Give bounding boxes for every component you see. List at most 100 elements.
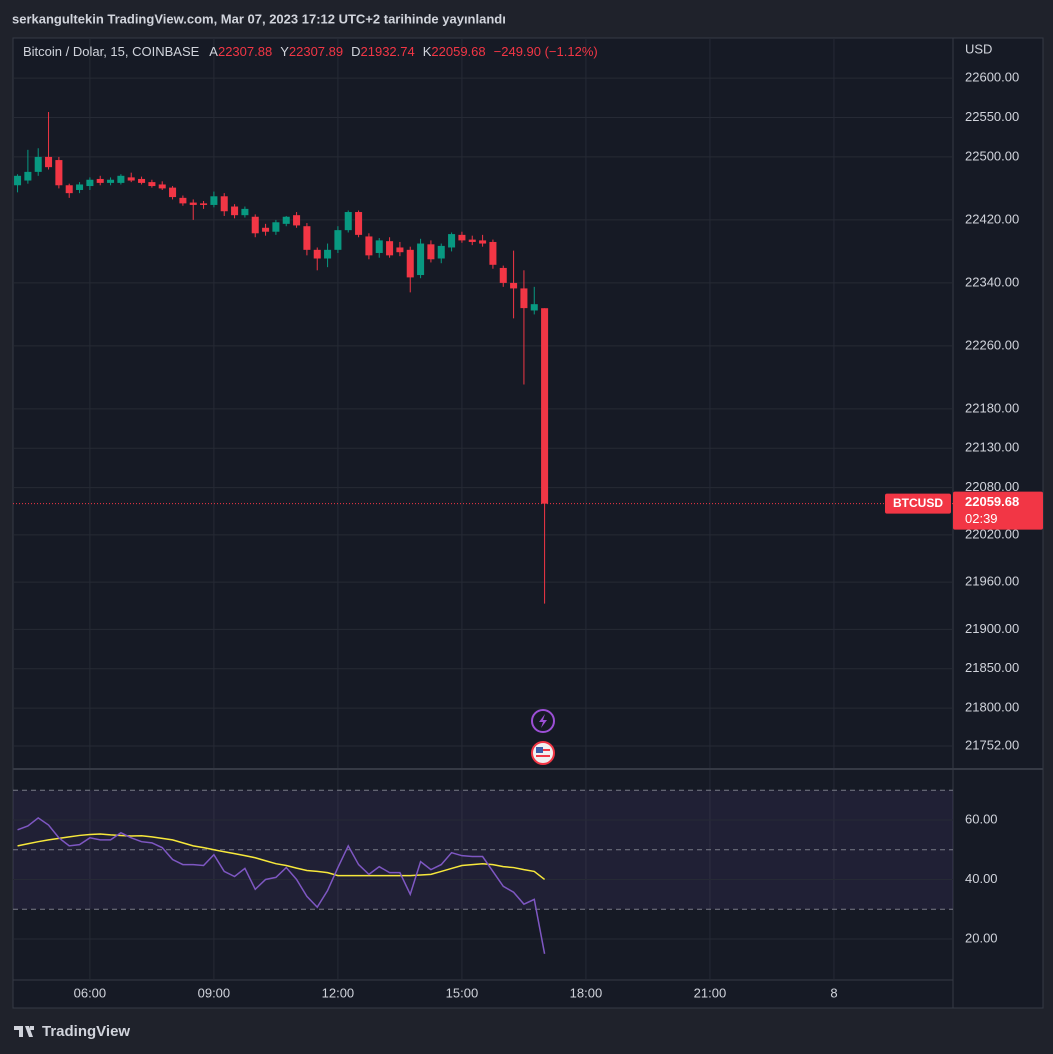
candle-body (148, 182, 156, 187)
candle-body (386, 241, 394, 256)
candle-body (324, 249, 332, 259)
y-tick-label: 21900.00 (965, 621, 1019, 636)
candle-body (251, 216, 259, 234)
legend: Bitcoin / Dolar, 15, COINBASE A22307.88 Y2… (23, 44, 598, 59)
ohlc-value: 22307.88 (218, 44, 272, 59)
candle-body (530, 304, 538, 311)
x-tick-label: 12:00 (322, 985, 355, 1000)
ohlc-label: Y (280, 44, 289, 59)
candle-body (45, 156, 53, 168)
plot-layer: 06:00 09:00 12:00 15:00 18:00 21:00 8 22600.00 2… (13, 38, 1043, 1000)
x-tick-label: 18:00 (570, 985, 603, 1000)
logo-icon (14, 1026, 34, 1037)
candle-body (417, 243, 425, 276)
symbol-label: BTCUSD (893, 496, 943, 510)
candle-body (437, 245, 445, 259)
y-tick-label: 22180.00 (965, 400, 1019, 415)
flag-canton (536, 747, 543, 753)
y-tick-label: 22130.00 (965, 440, 1019, 455)
candle-body (520, 288, 528, 309)
ohlc-label: D (351, 44, 360, 59)
ohlc-value: 22307.89 (289, 44, 343, 59)
y-tick-label: 22550.00 (965, 109, 1019, 124)
candle-body (14, 175, 22, 186)
ohlc-label: K (423, 44, 432, 59)
ohlc-value: 21932.74 (361, 44, 415, 59)
event-icons (531, 709, 555, 765)
lightning (539, 714, 547, 728)
candle-body (200, 203, 208, 205)
y-tick-label: 22260.00 (965, 337, 1019, 352)
candle-body (479, 240, 487, 244)
candle-body (293, 215, 301, 226)
countdown: 02:39 (965, 511, 998, 526)
x-tick-label: 09:00 (198, 985, 231, 1000)
x-tick-label: 21:00 (694, 985, 727, 1000)
y-tick-label: 22500.00 (965, 148, 1019, 163)
candle-body (355, 212, 363, 235)
candle-body (241, 208, 249, 216)
candle-body (210, 196, 218, 205)
y-tick-label: 21960.00 (965, 574, 1019, 589)
price-tag (953, 491, 1043, 530)
candle-body (86, 179, 94, 187)
x-tick-label: 8 (830, 985, 837, 1000)
candle-body (375, 240, 383, 253)
candle-body (448, 234, 456, 248)
y-tick-label: 22600.00 (965, 70, 1019, 85)
candle-body (220, 196, 228, 212)
y-tick-label: 22020.00 (965, 526, 1019, 541)
candle-body (303, 226, 311, 250)
symbol-tag (885, 493, 951, 514)
candle-body (365, 236, 373, 256)
legend-title: Bitcoin / Dolar, 15, COINBASE (23, 44, 200, 59)
candle-body (169, 187, 177, 198)
candle-body (510, 282, 518, 289)
candle-body (262, 227, 270, 232)
candle-body (189, 202, 197, 205)
candle-body (458, 234, 466, 241)
candle-body (34, 156, 42, 172)
candle-body (313, 249, 321, 259)
y-tick-label: 21752.00 (965, 737, 1019, 752)
currency-label: USD (965, 41, 992, 56)
ohlc-label: A (209, 44, 218, 59)
y-tick-label: 60.00 (965, 811, 998, 826)
y-tick-label: 20.00 (965, 930, 998, 945)
candle-body (282, 216, 290, 224)
candle-body (158, 184, 166, 189)
y-tick-label: 22340.00 (965, 274, 1019, 289)
candle-body (427, 244, 435, 260)
indicator-line (17, 833, 546, 881)
price-tag-value: 22059.68 (965, 494, 1019, 509)
y-tick-label: 40.00 (965, 871, 998, 886)
candle-body (76, 184, 84, 190)
indicator-line (17, 816, 546, 954)
candle-body (65, 185, 73, 194)
x-tick-label: 06:00 (74, 985, 107, 1000)
candle-body (499, 267, 507, 283)
candle-body (24, 171, 32, 181)
publish-header: serkangultekin TradingView.com, Mar 07, … (12, 11, 506, 26)
candle-body (55, 160, 63, 186)
candle-body (179, 197, 187, 204)
change-value: −249.90 (−1.12%) (494, 44, 598, 59)
candle-body (272, 222, 280, 232)
candle-body (138, 178, 146, 183)
y-tick-label: 22420.00 (965, 211, 1019, 226)
candle-body (334, 230, 342, 250)
candle-body (107, 179, 115, 183)
candle-body (468, 239, 476, 242)
footer-logo: TradingView (14, 1023, 130, 1040)
y-tick-label: 22080.00 (965, 479, 1019, 494)
x-tick-label: 15:00 (446, 985, 479, 1000)
candle-body (117, 175, 125, 183)
candle-body (96, 178, 104, 183)
ohlc-value: 22059.68 (431, 44, 485, 59)
candle-body (231, 206, 239, 216)
logo-text: TradingView (42, 1023, 130, 1040)
y-tick-label: 21800.00 (965, 700, 1019, 715)
y-tick-label: 21850.00 (965, 660, 1019, 675)
candle-body (406, 249, 414, 278)
